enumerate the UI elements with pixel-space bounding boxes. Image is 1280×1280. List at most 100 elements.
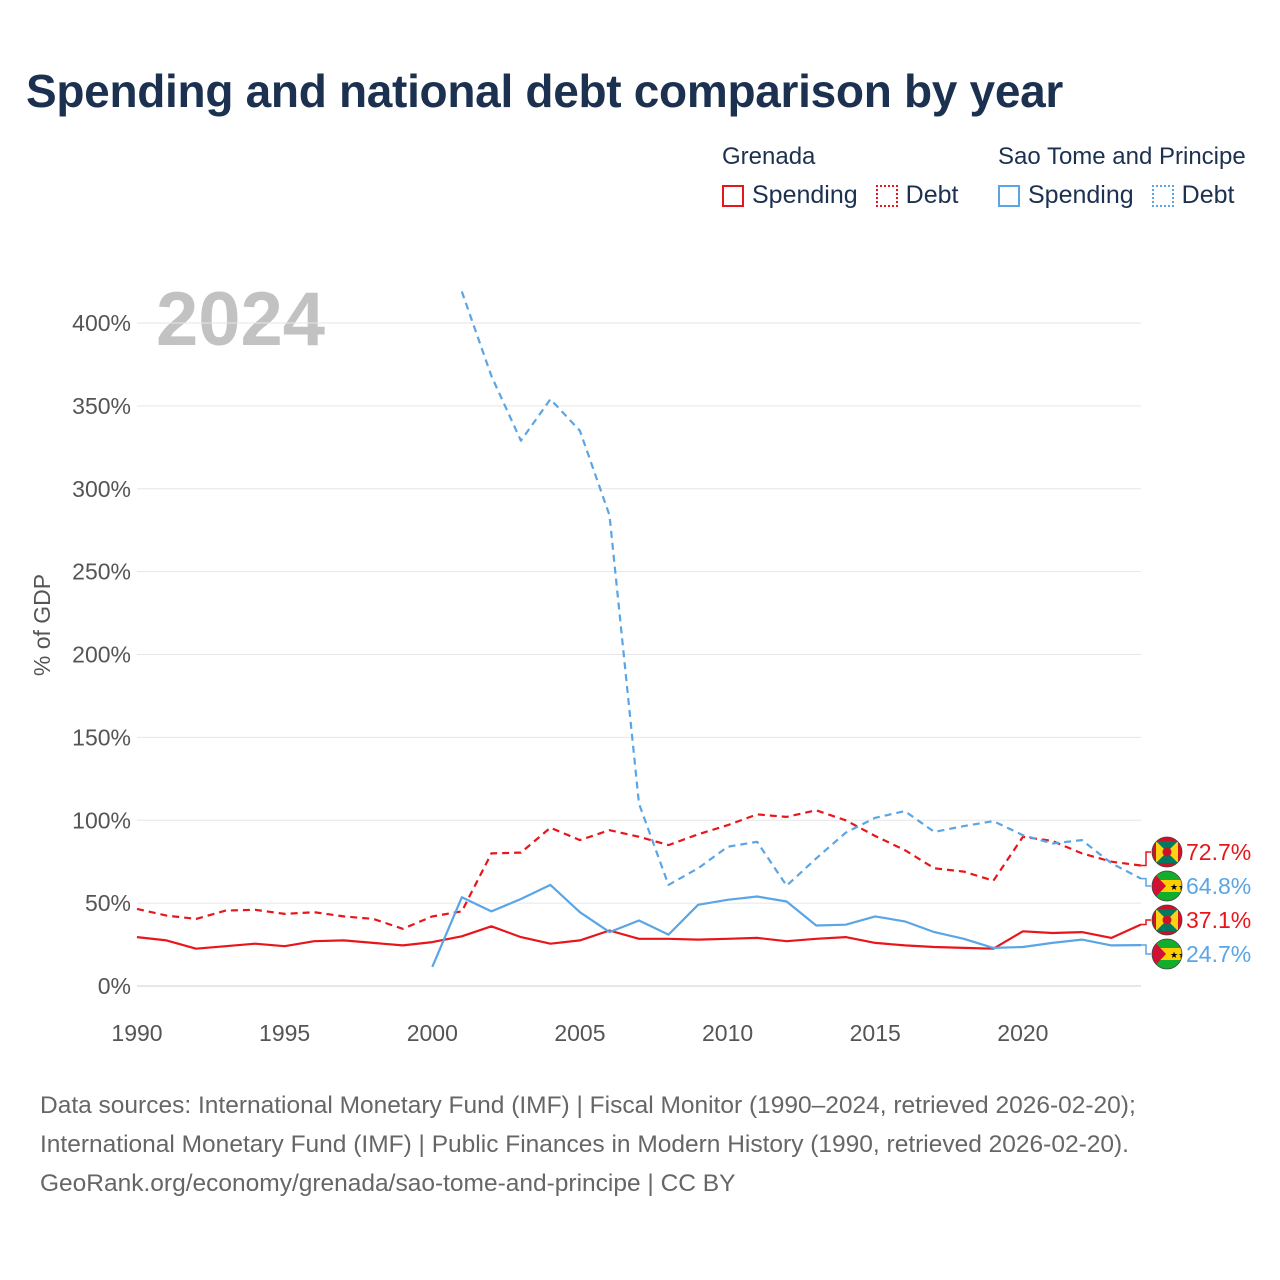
data-point[interactable] (575, 935, 585, 945)
data-point[interactable] (516, 848, 526, 858)
data-point[interactable] (1047, 838, 1057, 848)
data-point[interactable] (132, 932, 142, 942)
data-point[interactable] (811, 934, 821, 944)
data-point[interactable] (309, 907, 319, 917)
data-point[interactable] (250, 939, 260, 949)
data-point[interactable] (516, 436, 526, 446)
legend-item-sao-tome-debt[interactable]: Debt (1151, 181, 1234, 210)
data-point[interactable] (959, 934, 969, 944)
legend-item-sao-tome-spending[interactable]: Spending (998, 181, 1134, 210)
data-point[interactable] (250, 905, 260, 915)
data-point[interactable] (959, 943, 969, 953)
data-point[interactable] (811, 805, 821, 815)
data-point[interactable] (545, 939, 555, 949)
data-point[interactable] (841, 815, 851, 825)
data-point[interactable] (988, 816, 998, 826)
data-point[interactable] (723, 934, 733, 944)
data-point[interactable] (782, 881, 792, 891)
series-line-grenada-debt[interactable] (136, 809, 1142, 930)
data-point[interactable] (752, 809, 762, 819)
data-point[interactable] (1018, 830, 1028, 840)
data-point[interactable] (929, 927, 939, 937)
series-line-grenada-spending[interactable] (136, 923, 1142, 950)
data-point[interactable] (959, 821, 969, 831)
data-point[interactable] (575, 835, 585, 845)
data-point[interactable] (841, 920, 851, 930)
data-point[interactable] (486, 848, 496, 858)
data-point[interactable] (929, 942, 939, 952)
data-point[interactable] (900, 916, 910, 926)
data-point[interactable] (723, 820, 733, 830)
data-point[interactable] (634, 934, 644, 944)
data-point[interactable] (664, 840, 674, 850)
data-point[interactable] (516, 894, 526, 904)
data-point[interactable] (457, 287, 467, 297)
data-point[interactable] (545, 394, 555, 404)
data-point[interactable] (191, 914, 201, 924)
data-point[interactable] (782, 812, 792, 822)
data-point[interactable] (723, 895, 733, 905)
data-point[interactable] (221, 941, 231, 951)
data-point[interactable] (368, 914, 378, 924)
data-point[interactable] (752, 837, 762, 847)
data-point[interactable] (339, 935, 349, 945)
data-point[interactable] (752, 933, 762, 943)
data-point[interactable] (545, 880, 555, 890)
data-point[interactable] (604, 825, 614, 835)
data-point[interactable] (988, 876, 998, 886)
data-point[interactable] (457, 892, 467, 902)
data-point[interactable] (900, 940, 910, 950)
legend-item-grenada-debt[interactable]: Debt (875, 181, 958, 210)
data-point[interactable] (664, 880, 674, 890)
data-point[interactable] (870, 831, 880, 841)
data-point[interactable] (1106, 940, 1116, 950)
data-point[interactable] (811, 853, 821, 863)
data-point[interactable] (604, 510, 614, 520)
data-point[interactable] (841, 932, 851, 942)
series-line-sao-tome-and-principe-debt[interactable] (460, 291, 1142, 887)
data-point[interactable] (486, 921, 496, 931)
data-point[interactable] (162, 935, 172, 945)
data-point[interactable] (693, 935, 703, 945)
data-point[interactable] (427, 911, 437, 921)
data-point[interactable] (988, 943, 998, 953)
legend-item-grenada-spending[interactable]: Spending (722, 181, 858, 210)
data-point[interactable] (782, 896, 792, 906)
data-point[interactable] (693, 829, 703, 839)
data-point[interactable] (811, 921, 821, 931)
data-point[interactable] (575, 426, 585, 436)
data-point[interactable] (664, 930, 674, 940)
data-point[interactable] (1077, 835, 1087, 845)
data-point[interactable] (162, 911, 172, 921)
data-point[interactable] (280, 941, 290, 951)
data-point[interactable] (1018, 926, 1028, 936)
data-point[interactable] (634, 799, 644, 809)
data-point[interactable] (752, 891, 762, 901)
data-point[interactable] (900, 806, 910, 816)
data-point[interactable] (634, 916, 644, 926)
data-point[interactable] (900, 845, 910, 855)
data-point[interactable] (723, 842, 733, 852)
data-point[interactable] (191, 944, 201, 954)
data-point[interactable] (1106, 858, 1116, 868)
data-point[interactable] (1077, 848, 1087, 858)
series-line-sao-tome-and-principe-spending[interactable] (431, 883, 1142, 968)
data-point[interactable] (693, 863, 703, 873)
data-point[interactable] (486, 371, 496, 381)
data-point[interactable] (457, 931, 467, 941)
data-point[interactable] (604, 927, 614, 937)
data-point[interactable] (634, 832, 644, 842)
data-point[interactable] (486, 906, 496, 916)
data-point[interactable] (368, 938, 378, 948)
data-point[interactable] (398, 940, 408, 950)
data-point[interactable] (398, 924, 408, 934)
data-point[interactable] (1047, 938, 1057, 948)
data-point[interactable] (841, 828, 851, 838)
data-point[interactable] (870, 938, 880, 948)
data-point[interactable] (959, 867, 969, 877)
data-point[interactable] (516, 932, 526, 942)
data-point[interactable] (929, 827, 939, 837)
data-point[interactable] (782, 936, 792, 946)
data-point[interactable] (575, 907, 585, 917)
data-point[interactable] (929, 863, 939, 873)
